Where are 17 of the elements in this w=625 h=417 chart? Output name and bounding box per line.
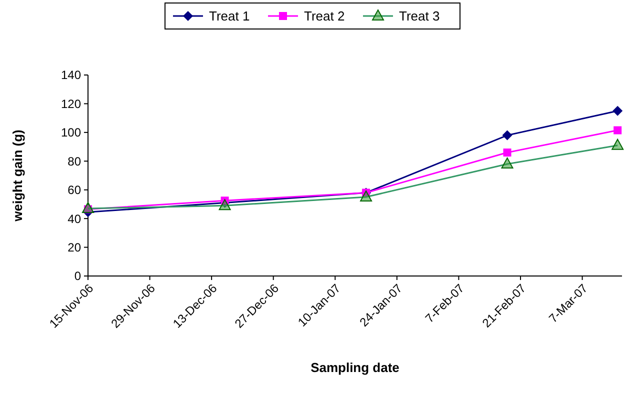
y-tick-label: 60 xyxy=(68,183,82,198)
y-tick-label: 40 xyxy=(68,212,82,226)
legend-label: Treat 1 xyxy=(209,8,250,24)
y-tick-label: 80 xyxy=(68,154,82,168)
point xyxy=(614,126,622,134)
legend-label: Treat 3 xyxy=(399,8,440,24)
point xyxy=(612,106,623,116)
legend-label: Treat 2 xyxy=(304,8,345,24)
y-tick-label: 100 xyxy=(60,126,82,140)
y-axis-title: weight gain (g) xyxy=(10,130,25,222)
y-tick-label: 120 xyxy=(60,96,82,111)
point xyxy=(502,130,512,140)
x-axis-title: Sampling date xyxy=(310,360,400,375)
y-tick-label: 0 xyxy=(74,269,82,284)
y-tick-label: 20 xyxy=(68,240,82,254)
point xyxy=(503,148,512,157)
y-tick-label: 140 xyxy=(60,68,82,82)
